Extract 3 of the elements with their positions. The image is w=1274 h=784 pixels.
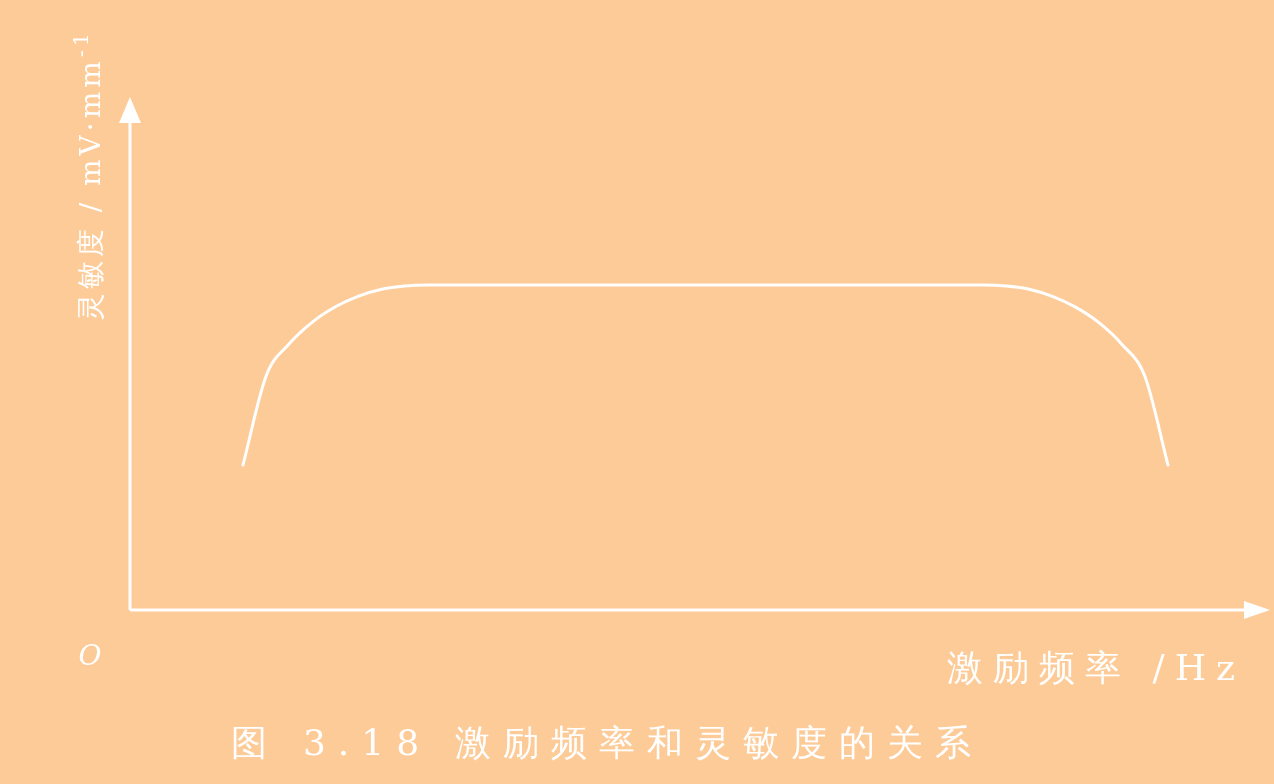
caption: 图 3.18 激励频率和灵敏度的关系 [231, 722, 983, 763]
text: O [78, 639, 102, 672]
x-axis-title: 激励频率 /Hz [947, 647, 1245, 688]
